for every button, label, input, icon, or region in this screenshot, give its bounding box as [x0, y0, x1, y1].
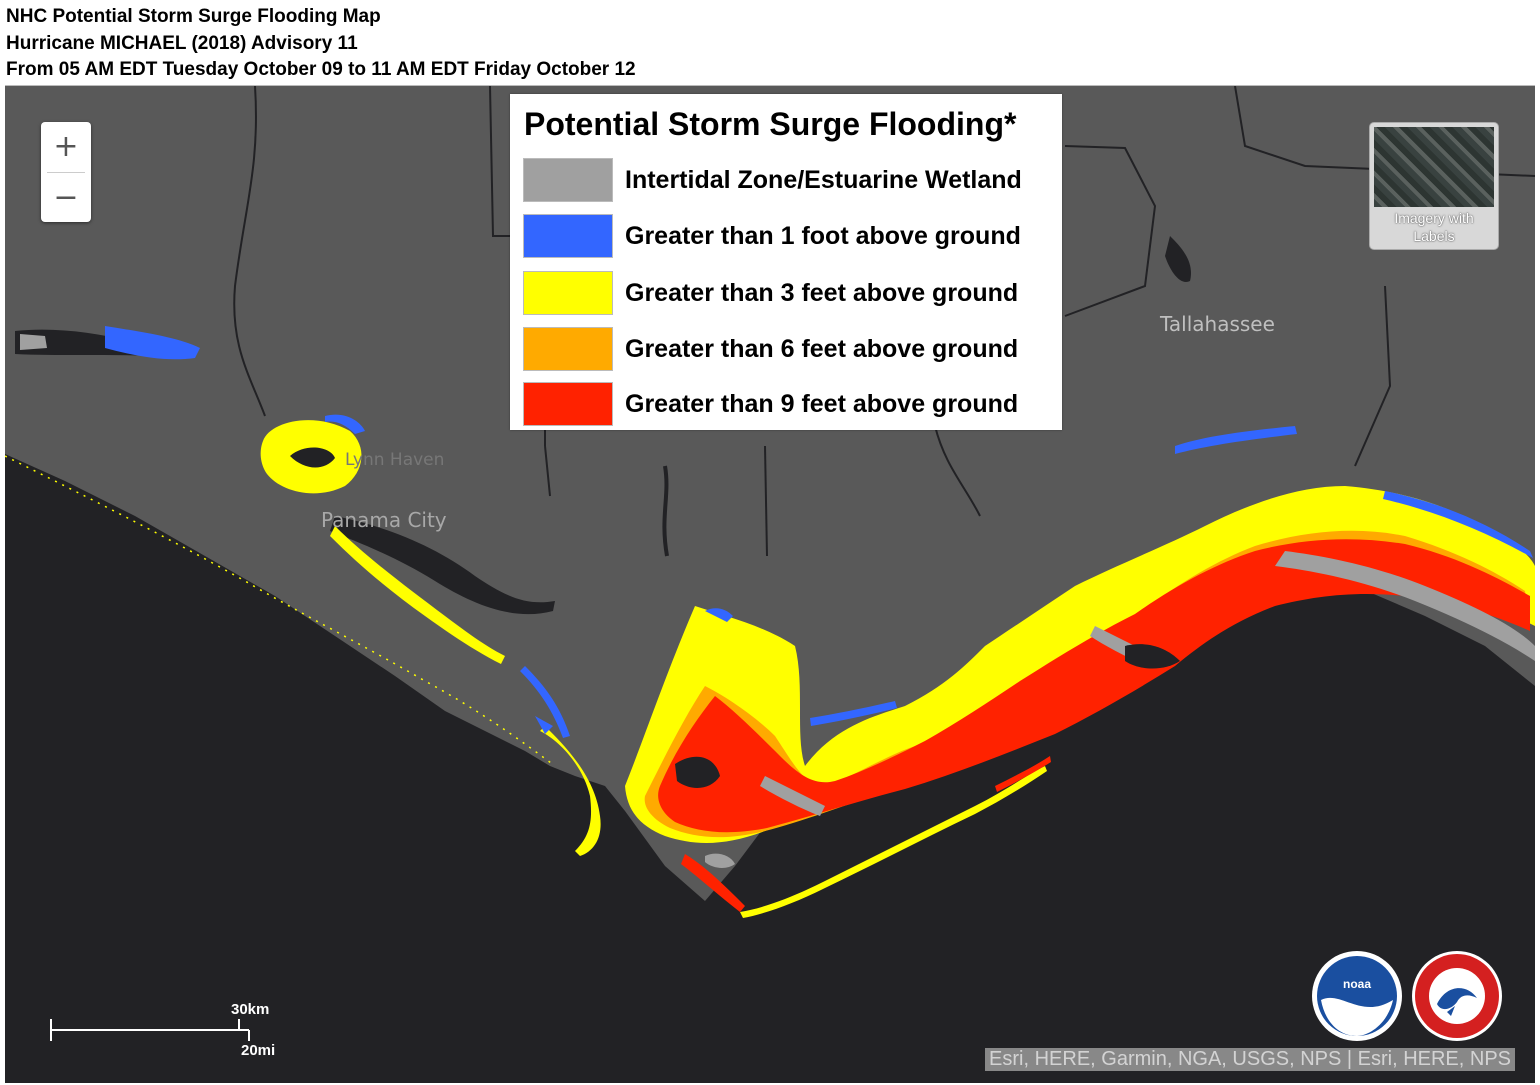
- legend-label: Greater than 9 feet above ground: [625, 390, 1019, 418]
- map-title: NHC Potential Storm Surge Flooding Map: [6, 6, 381, 27]
- legend-swatch: [523, 271, 613, 315]
- legend-label: Intertidal Zone/Estuarine Wetland: [625, 166, 1022, 194]
- city-label-lynn-haven: Lynn Haven: [345, 450, 445, 470]
- svg-text:noaa: noaa: [1343, 977, 1371, 991]
- city-label-tallahassee: Tallahassee: [1160, 312, 1275, 336]
- scale-bar-lines: [50, 1019, 250, 1041]
- attribution[interactable]: Esri, HERE, Garmin, NGA, USGS, NPS | Esr…: [985, 1048, 1515, 1071]
- storm-advisory: Hurricane MICHAEL (2018) Advisory 11: [6, 32, 358, 54]
- zoom-in-button[interactable]: +: [41, 122, 91, 172]
- zoom-control: + −: [41, 122, 91, 222]
- river: [662, 465, 669, 557]
- zoom-separator: [47, 172, 85, 173]
- west-bay: [330, 516, 555, 615]
- legend-swatch: [523, 214, 613, 258]
- zoom-out-button[interactable]: −: [41, 173, 91, 223]
- legend-swatch: [523, 382, 613, 426]
- legend-swatch: [523, 158, 613, 202]
- city-label-panama-city: Panama City: [321, 508, 447, 532]
- surge-layer: [20, 326, 1535, 918]
- noaa-logo-icon: noaa: [1312, 951, 1402, 1041]
- scale-mi-label: 20mi: [241, 1042, 276, 1059]
- legend: Potential Storm Surge Flooding* Intertid…: [510, 94, 1062, 430]
- legend-label: Greater than 6 feet above ground: [625, 335, 1019, 363]
- map-canvas[interactable]: + − Potential Storm Surge Flooding* Inte…: [5, 85, 1535, 1083]
- legend-title: Potential Storm Surge Flooding*: [524, 106, 1017, 142]
- valid-period: From 05 AM EDT Tuesday October 09 to 11 …: [6, 59, 636, 80]
- legend-swatch: [523, 327, 613, 371]
- legend-label: Greater than 1 foot above ground: [625, 222, 1021, 250]
- scale-km-label: 30km: [231, 1001, 270, 1018]
- map-header: NHC Potential Storm Surge Flooding Map H…: [6, 4, 636, 84]
- basemap: [5, 86, 1535, 918]
- basemap-toggle[interactable]: Imagery with Labels: [1369, 122, 1499, 250]
- nws-logo-icon: [1412, 951, 1502, 1041]
- shoreline-surge: [5, 455, 556, 767]
- scale-bar: 30km 20mi: [49, 1001, 309, 1061]
- land-mass: [5, 86, 1535, 901]
- lake: [1165, 236, 1191, 282]
- agency-logos: noaa: [1311, 948, 1503, 1044]
- imagery-thumbnail: [1374, 127, 1494, 207]
- legend-label: Greater than 3 feet above ground: [625, 279, 1019, 307]
- noaa-nws-logos: noaa: [1312, 951, 1502, 1041]
- basemap-toggle-label: Imagery with Labels: [1394, 210, 1474, 244]
